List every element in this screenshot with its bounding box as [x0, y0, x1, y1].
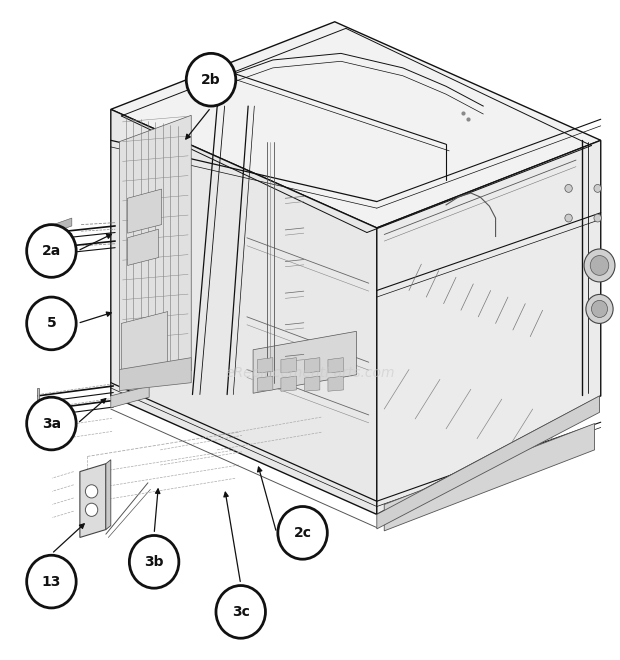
Polygon shape [51, 240, 53, 254]
Polygon shape [304, 358, 320, 373]
Polygon shape [128, 189, 162, 233]
Text: 13: 13 [42, 575, 61, 589]
Circle shape [216, 585, 265, 638]
Circle shape [590, 255, 609, 275]
Polygon shape [120, 115, 191, 383]
Text: 3c: 3c [232, 605, 250, 619]
Circle shape [594, 214, 601, 222]
Polygon shape [377, 141, 601, 514]
Polygon shape [80, 464, 106, 537]
Text: 3b: 3b [144, 555, 164, 569]
Circle shape [186, 53, 236, 106]
Polygon shape [281, 358, 296, 373]
Text: eReplacementParts.com: eReplacementParts.com [225, 366, 395, 380]
Polygon shape [328, 376, 343, 391]
Circle shape [86, 503, 98, 516]
Circle shape [584, 249, 615, 282]
Circle shape [565, 214, 572, 222]
Circle shape [86, 485, 98, 498]
Polygon shape [111, 110, 377, 514]
Polygon shape [128, 229, 159, 265]
Circle shape [586, 294, 613, 323]
Polygon shape [384, 424, 595, 531]
Circle shape [278, 506, 327, 559]
Circle shape [565, 184, 572, 192]
Text: 2a: 2a [42, 244, 61, 258]
Polygon shape [328, 358, 343, 373]
Polygon shape [53, 218, 72, 232]
Polygon shape [37, 388, 39, 404]
Circle shape [591, 300, 608, 317]
Circle shape [130, 535, 179, 588]
Polygon shape [53, 233, 72, 248]
Circle shape [27, 297, 76, 350]
Polygon shape [51, 224, 53, 239]
Circle shape [594, 184, 601, 192]
Text: 2b: 2b [202, 73, 221, 86]
Polygon shape [111, 386, 149, 408]
Circle shape [27, 397, 76, 450]
Polygon shape [106, 460, 111, 529]
Text: 2c: 2c [294, 526, 312, 540]
Polygon shape [281, 376, 296, 391]
Circle shape [27, 555, 76, 608]
Polygon shape [377, 396, 600, 529]
Text: 5: 5 [46, 316, 56, 331]
Polygon shape [120, 358, 191, 391]
Polygon shape [257, 358, 273, 373]
Text: 3a: 3a [42, 416, 61, 430]
Polygon shape [122, 312, 168, 381]
Circle shape [27, 224, 76, 277]
Polygon shape [111, 22, 601, 228]
Polygon shape [253, 331, 356, 393]
Polygon shape [257, 376, 273, 391]
Polygon shape [304, 376, 320, 391]
